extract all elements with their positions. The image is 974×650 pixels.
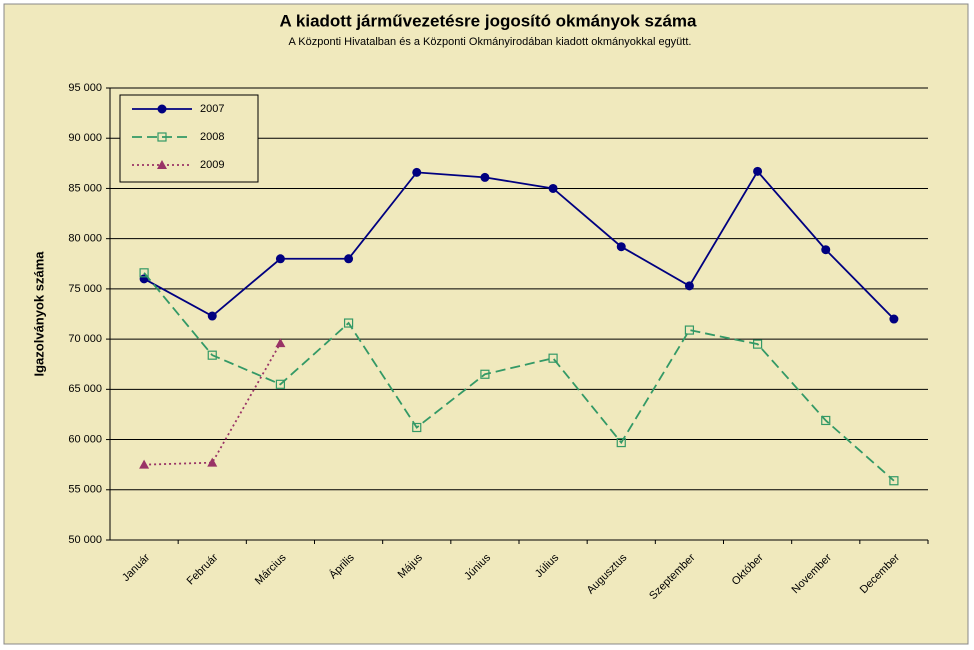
point — [548, 183, 558, 193]
point — [344, 254, 354, 264]
point — [889, 476, 899, 486]
legend-marker — [157, 104, 167, 114]
y-tick-label: 75 000 — [68, 283, 102, 295]
point — [616, 242, 626, 252]
point — [275, 338, 286, 348]
series-line — [143, 272, 895, 482]
point — [684, 281, 694, 291]
point — [207, 457, 218, 467]
legend-label: 2007 — [200, 103, 224, 115]
point — [139, 459, 150, 469]
point — [889, 314, 899, 324]
point — [616, 437, 626, 448]
legend-label: 2009 — [200, 159, 224, 171]
chart-subtitle: A Központi Hivatalban és a Központi Okmá… — [289, 36, 692, 48]
y-tick-label: 55 000 — [68, 484, 102, 496]
point — [412, 422, 422, 433]
point — [548, 353, 558, 363]
series-line — [143, 169, 895, 320]
legend: 2007 2008 2009 — [119, 94, 259, 183]
y-tick-label: 70 000 — [68, 333, 102, 345]
legend-label: 2008 — [200, 131, 224, 143]
point — [207, 311, 217, 321]
point — [343, 318, 354, 328]
y-tick-label: 50 000 — [68, 534, 102, 546]
y-tick-label: 65 000 — [68, 383, 102, 395]
legend-marker — [157, 160, 167, 169]
point — [821, 415, 831, 426]
point — [753, 166, 763, 176]
point — [821, 245, 831, 255]
y-tick-label: 60 000 — [68, 433, 102, 445]
y-axis-label: Igazolványok száma — [31, 251, 46, 377]
point — [684, 325, 695, 335]
point — [275, 254, 285, 264]
point — [207, 350, 217, 360]
legend-marker — [157, 132, 167, 142]
point — [139, 268, 149, 278]
y-tick-label: 95 000 — [68, 82, 102, 94]
chart-title: A kiadott járművezetésre jogosító okmány… — [280, 11, 697, 30]
y-tick-label: 80 000 — [68, 233, 102, 245]
point — [480, 369, 490, 379]
y-tick-label: 90 000 — [68, 132, 102, 144]
point — [480, 172, 490, 182]
legend-box — [119, 94, 259, 183]
y-tick-label: 85 000 — [68, 182, 102, 194]
point — [275, 379, 286, 389]
point — [412, 167, 422, 177]
point — [752, 339, 763, 349]
